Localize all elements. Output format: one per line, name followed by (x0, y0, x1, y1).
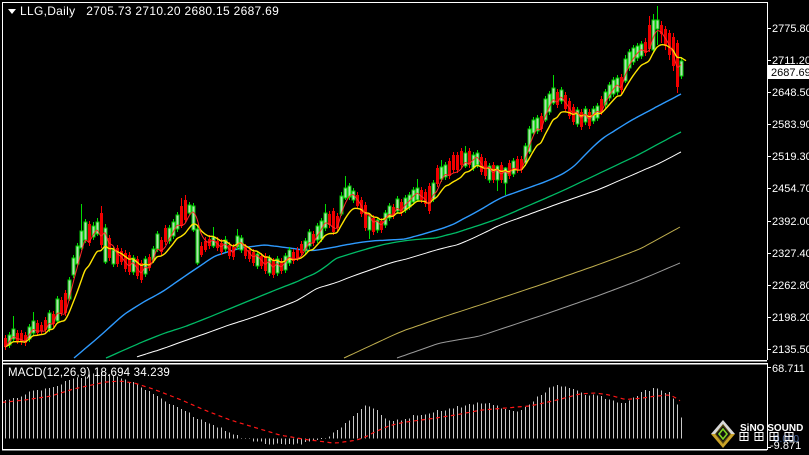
svg-text:2262.80: 2262.80 (772, 280, 809, 292)
svg-text:2775.80: 2775.80 (772, 23, 809, 35)
svg-text:2198.20: 2198.20 (772, 312, 809, 324)
svg-text:SiNO SOUND: SiNO SOUND (740, 423, 803, 434)
svg-text:2583.90: 2583.90 (772, 119, 809, 131)
svg-text:2711.20: 2711.20 (772, 55, 809, 67)
svg-text:LLG,Daily 2705.73 2710.20 26: LLG,Daily 2705.73 2710.20 2680.15 2687.6… (20, 4, 279, 18)
svg-text:2687.69: 2687.69 (771, 67, 809, 79)
svg-text:-9.871: -9.871 (770, 440, 801, 452)
svg-text:2327.40: 2327.40 (772, 248, 809, 260)
svg-text:MACD(12,26,9) 18.694 34.239: MACD(12,26,9) 18.694 34.239 (8, 367, 170, 379)
svg-text:2392.00: 2392.00 (772, 216, 809, 228)
svg-text:2454.70: 2454.70 (772, 183, 809, 195)
svg-text:68.711: 68.711 (772, 363, 805, 375)
svg-text:0.000: 0.000 (774, 434, 799, 445)
svg-text:2648.50: 2648.50 (772, 87, 809, 99)
svg-text:2135.50: 2135.50 (772, 344, 809, 356)
svg-text:2519.30: 2519.30 (772, 151, 809, 163)
